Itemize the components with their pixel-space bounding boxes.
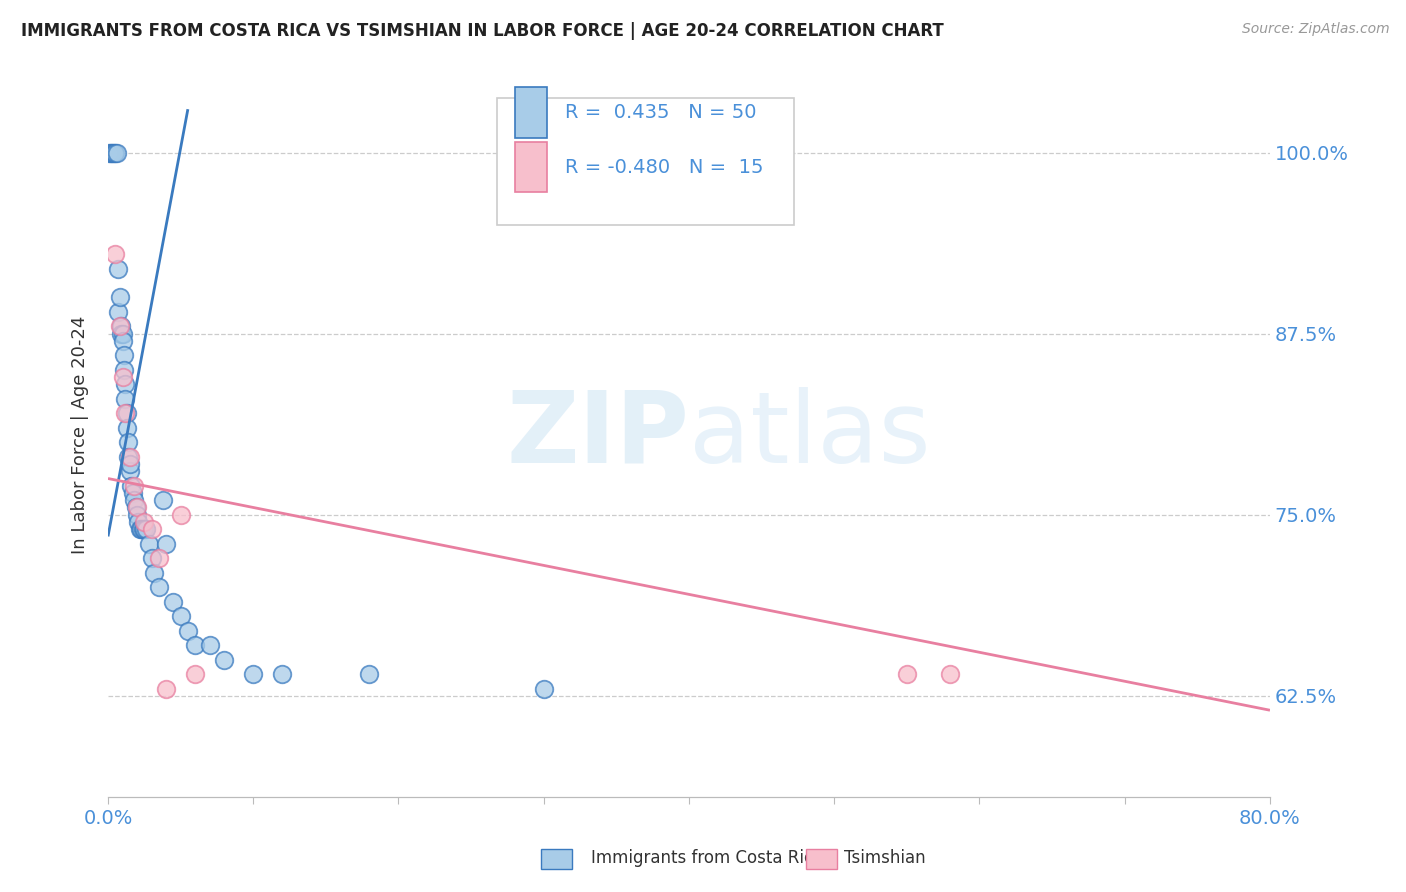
Text: Immigrants from Costa Rica: Immigrants from Costa Rica — [591, 849, 823, 867]
Point — [148, 551, 170, 566]
Point — [359, 667, 381, 681]
Point — [110, 326, 132, 341]
Point — [117, 450, 139, 464]
Point — [131, 522, 153, 536]
Point — [105, 145, 128, 160]
Point — [125, 508, 148, 522]
Point — [533, 681, 555, 696]
Point — [134, 522, 156, 536]
Text: ZIP: ZIP — [506, 386, 689, 483]
Point — [103, 145, 125, 160]
Text: R =  0.435   N = 50: R = 0.435 N = 50 — [565, 103, 756, 122]
Point — [132, 522, 155, 536]
Text: R = -0.480   N =  15: R = -0.480 N = 15 — [565, 158, 763, 177]
Text: IMMIGRANTS FROM COSTA RICA VS TSIMSHIAN IN LABOR FORCE | AGE 20-24 CORRELATION C: IMMIGRANTS FROM COSTA RICA VS TSIMSHIAN … — [21, 22, 943, 40]
Point — [112, 363, 135, 377]
Point — [155, 537, 177, 551]
FancyBboxPatch shape — [515, 142, 547, 193]
Point — [152, 493, 174, 508]
Text: Source: ZipAtlas.com: Source: ZipAtlas.com — [1241, 22, 1389, 37]
Point — [184, 638, 207, 652]
Point — [939, 667, 962, 681]
Point — [129, 522, 152, 536]
Point — [115, 406, 138, 420]
Point — [141, 522, 163, 536]
Point — [108, 290, 131, 304]
Point — [184, 667, 207, 681]
Y-axis label: In Labor Force | Age 20-24: In Labor Force | Age 20-24 — [72, 316, 89, 554]
Point — [114, 392, 136, 406]
Point — [111, 334, 134, 348]
Point — [122, 479, 145, 493]
FancyBboxPatch shape — [515, 87, 547, 138]
Point — [135, 522, 157, 536]
Point — [112, 348, 135, 362]
Point — [100, 145, 122, 160]
Point — [111, 370, 134, 384]
Point — [169, 609, 191, 624]
Point — [122, 493, 145, 508]
Point — [118, 450, 141, 464]
Point — [111, 326, 134, 341]
Point — [120, 479, 142, 493]
Point — [124, 500, 146, 515]
Point — [155, 681, 177, 696]
Point — [118, 457, 141, 471]
Point — [101, 145, 124, 160]
Point — [896, 667, 918, 681]
Point — [141, 551, 163, 566]
Point — [162, 594, 184, 608]
Point — [104, 145, 127, 160]
Point — [107, 261, 129, 276]
Point — [177, 624, 200, 638]
Point — [125, 500, 148, 515]
Point — [121, 486, 143, 500]
Point — [110, 319, 132, 334]
Point — [212, 652, 235, 666]
Point — [115, 421, 138, 435]
Point — [169, 508, 191, 522]
Point — [108, 319, 131, 334]
Point — [114, 406, 136, 420]
Point — [98, 145, 121, 160]
Point — [114, 377, 136, 392]
Point — [143, 566, 166, 580]
Point — [198, 638, 221, 652]
Point — [118, 464, 141, 478]
Point — [117, 435, 139, 450]
Point — [134, 515, 156, 529]
Point — [104, 247, 127, 261]
Point — [138, 537, 160, 551]
Text: Tsimshian: Tsimshian — [844, 849, 925, 867]
FancyBboxPatch shape — [498, 98, 793, 225]
Point — [128, 515, 150, 529]
Point — [242, 667, 264, 681]
Text: atlas: atlas — [689, 386, 931, 483]
Point — [271, 667, 294, 681]
Point — [148, 580, 170, 594]
Point — [107, 305, 129, 319]
